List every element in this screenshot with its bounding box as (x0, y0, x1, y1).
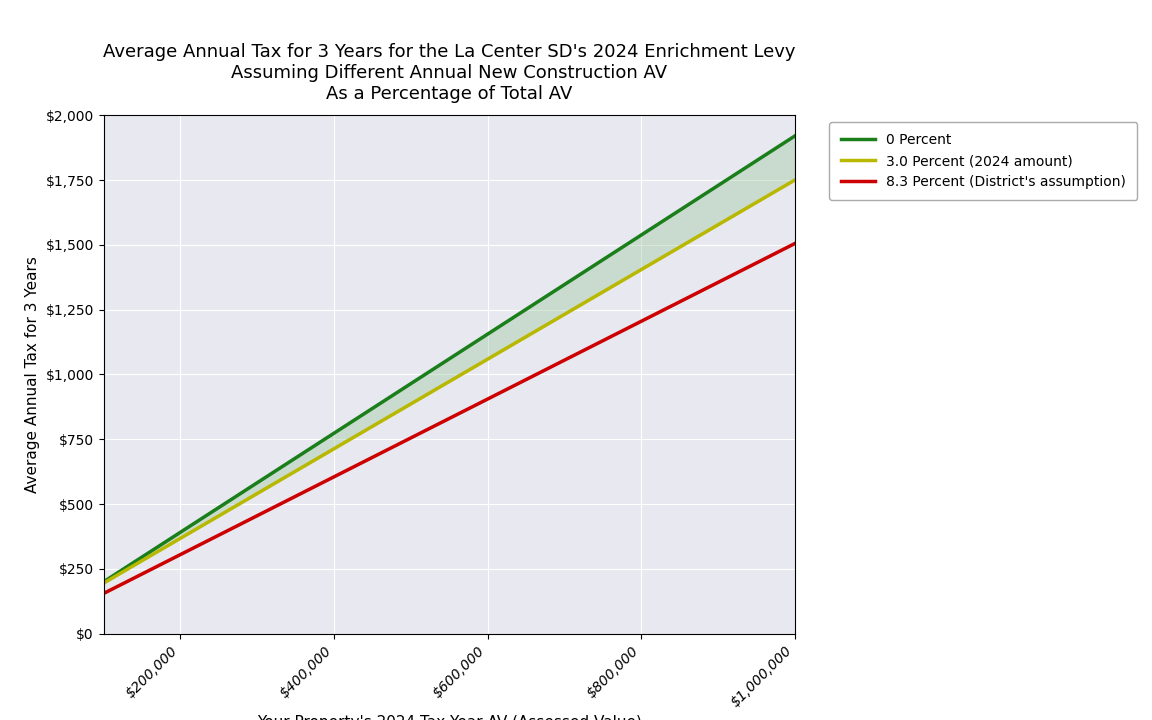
Title: Average Annual Tax for 3 Years for the La Center SD's 2024 Enrichment Levy
Assum: Average Annual Tax for 3 Years for the L… (103, 43, 796, 102)
Y-axis label: Average Annual Tax for 3 Years: Average Annual Tax for 3 Years (25, 256, 40, 492)
X-axis label: Your Property's 2024 Tax Year AV (Assessed Value): Your Property's 2024 Tax Year AV (Assess… (257, 715, 642, 720)
Legend: 0 Percent, 3.0 Percent (2024 amount), 8.3 Percent (District's assumption): 0 Percent, 3.0 Percent (2024 amount), 8.… (829, 122, 1137, 200)
